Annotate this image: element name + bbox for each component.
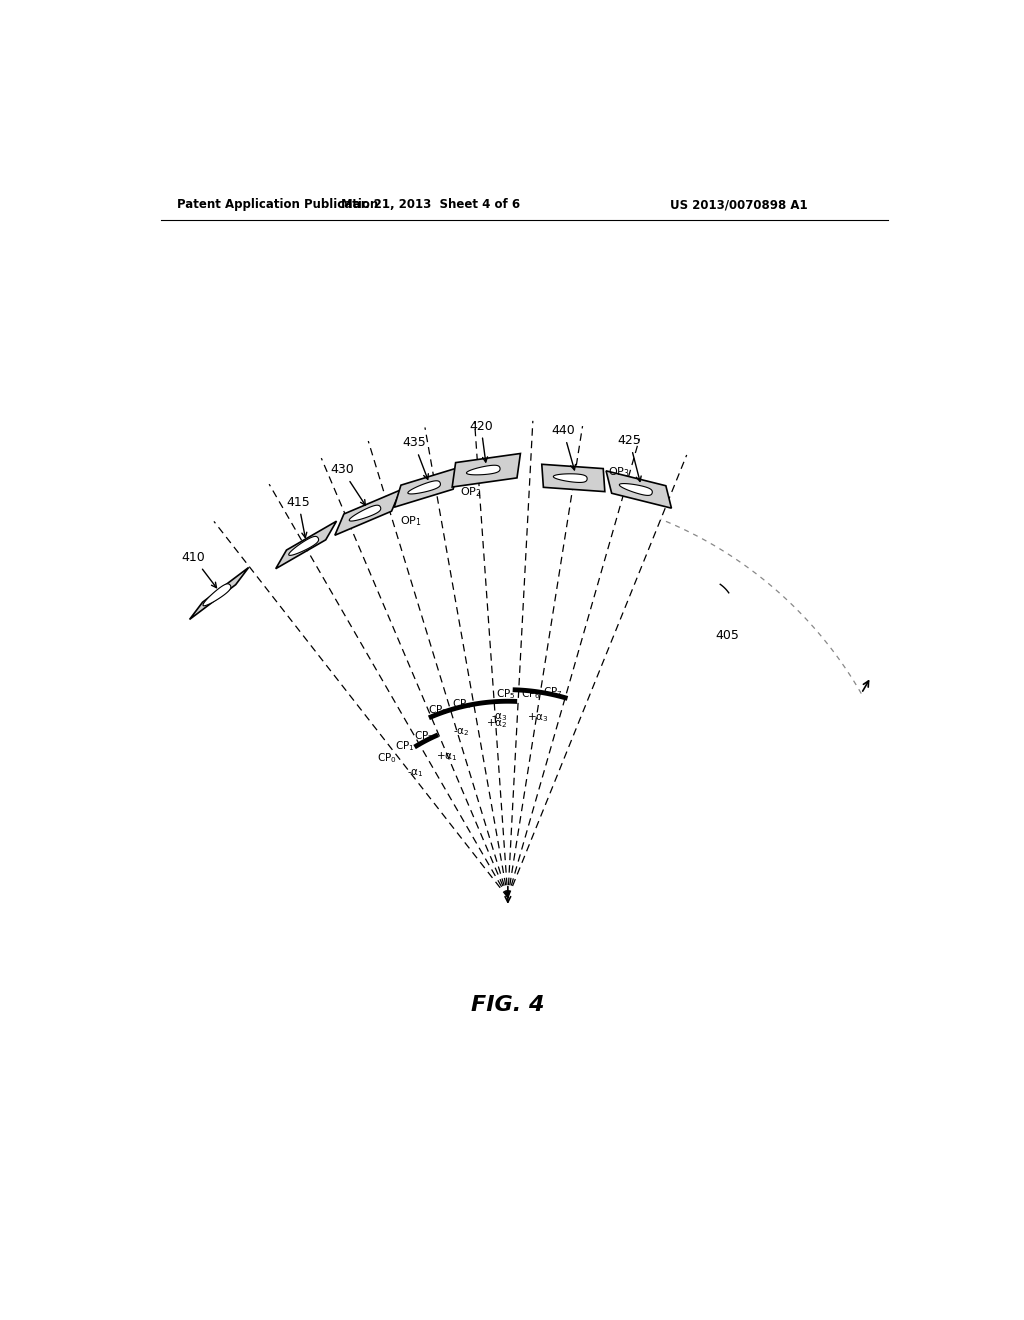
Polygon shape (349, 506, 381, 521)
Polygon shape (275, 521, 337, 569)
Polygon shape (553, 474, 587, 482)
Text: +α$_{1}$: +α$_{1}$ (436, 751, 458, 763)
Polygon shape (289, 536, 318, 556)
Polygon shape (394, 467, 460, 507)
Text: Mar. 21, 2013  Sheet 4 of 6: Mar. 21, 2013 Sheet 4 of 6 (341, 198, 520, 211)
Polygon shape (467, 465, 500, 475)
Polygon shape (335, 490, 400, 536)
Text: CP$_{3}$: CP$_{3}$ (428, 704, 449, 717)
Text: US 2013/0070898 A1: US 2013/0070898 A1 (670, 198, 807, 211)
Text: 420: 420 (469, 420, 493, 462)
Text: -α$_{3}$: -α$_{3}$ (492, 710, 508, 722)
Text: 440: 440 (552, 424, 575, 470)
Text: 415: 415 (287, 496, 310, 537)
Text: Patent Application Publication: Patent Application Publication (177, 198, 378, 211)
Polygon shape (408, 480, 440, 494)
Text: -α$_{1}$: -α$_{1}$ (408, 767, 424, 779)
Text: CP$_{2}$: CP$_{2}$ (414, 729, 433, 743)
Text: CP$_{6}$: CP$_{6}$ (521, 686, 541, 701)
Text: CP$_{0}$: CP$_{0}$ (377, 751, 396, 766)
Polygon shape (453, 454, 520, 487)
Text: 425: 425 (617, 434, 641, 482)
Text: -α$_{2}$: -α$_{2}$ (454, 726, 470, 738)
Text: 430: 430 (331, 463, 366, 506)
Polygon shape (189, 568, 249, 619)
Text: OP$_3$: OP$_3$ (608, 465, 630, 479)
Text: OP$_1$: OP$_1$ (400, 513, 422, 528)
Polygon shape (606, 471, 672, 508)
Text: +α$_{3}$: +α$_{3}$ (526, 711, 549, 725)
Text: 405: 405 (716, 630, 739, 643)
Polygon shape (203, 583, 230, 606)
Text: CP$_{1}$: CP$_{1}$ (394, 739, 415, 752)
Text: CP$_{5}$: CP$_{5}$ (496, 688, 515, 701)
Text: OP$_2$: OP$_2$ (461, 486, 482, 499)
Text: CP$_{4}$: CP$_{4}$ (452, 697, 471, 711)
Text: +α$_{2}$: +α$_{2}$ (486, 717, 508, 730)
Text: 435: 435 (402, 437, 428, 479)
Text: CP$_{7}$: CP$_{7}$ (543, 685, 562, 700)
Polygon shape (542, 465, 605, 491)
Text: FIG. 4: FIG. 4 (471, 995, 545, 1015)
Text: 410: 410 (182, 552, 216, 587)
Polygon shape (620, 483, 652, 495)
